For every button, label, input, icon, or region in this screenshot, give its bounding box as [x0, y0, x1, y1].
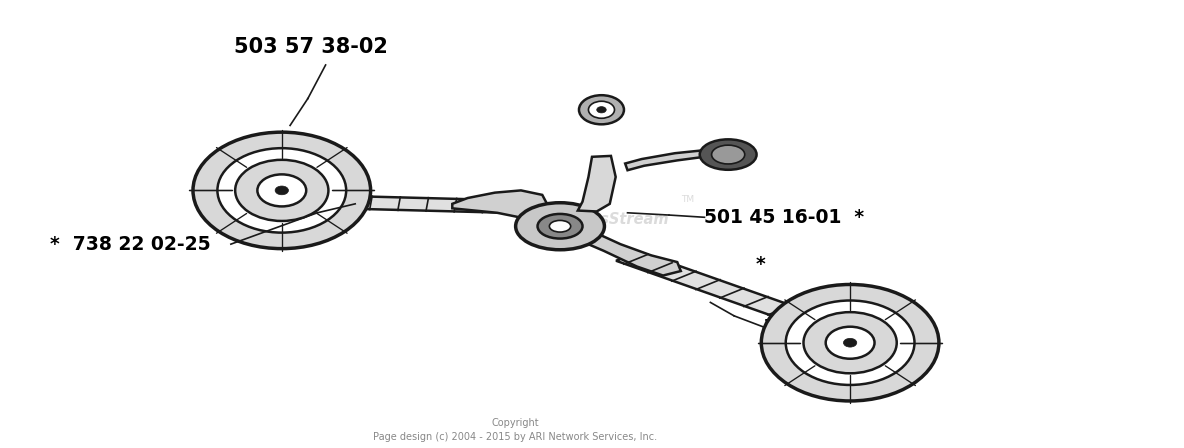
Text: 503 57 38-02: 503 57 38-02 — [234, 37, 388, 57]
Text: *  738 22 02-25: * 738 22 02-25 — [50, 235, 211, 254]
Ellipse shape — [825, 327, 875, 359]
Text: 501 45 16-01  *: 501 45 16-01 * — [704, 208, 864, 227]
Polygon shape — [578, 156, 616, 211]
Text: Copyright
Page design (c) 2004 - 2015 by ARI Network Services, Inc.: Copyright Page design (c) 2004 - 2015 by… — [373, 418, 657, 443]
Ellipse shape — [712, 145, 745, 164]
Ellipse shape — [257, 174, 307, 207]
Ellipse shape — [761, 284, 939, 401]
Polygon shape — [616, 252, 812, 322]
Ellipse shape — [597, 107, 606, 113]
Ellipse shape — [579, 95, 624, 124]
Ellipse shape — [516, 202, 605, 250]
Ellipse shape — [786, 301, 914, 385]
Ellipse shape — [538, 214, 583, 238]
Ellipse shape — [218, 148, 346, 233]
Ellipse shape — [700, 139, 757, 170]
Text: TM: TM — [681, 195, 694, 204]
Ellipse shape — [549, 220, 571, 232]
Polygon shape — [302, 195, 510, 213]
Ellipse shape — [193, 132, 371, 249]
Text: *: * — [755, 255, 765, 274]
Ellipse shape — [588, 101, 614, 118]
Text: 738 22 02-25  *: 738 22 02-25 * — [764, 318, 925, 336]
Ellipse shape — [804, 312, 896, 373]
Text: ARIPartsStream: ARIPartsStream — [539, 212, 669, 227]
Ellipse shape — [843, 338, 857, 347]
Polygon shape — [625, 151, 704, 170]
Ellipse shape — [236, 160, 328, 221]
Ellipse shape — [275, 186, 289, 195]
Polygon shape — [452, 190, 556, 220]
Polygon shape — [578, 234, 681, 276]
